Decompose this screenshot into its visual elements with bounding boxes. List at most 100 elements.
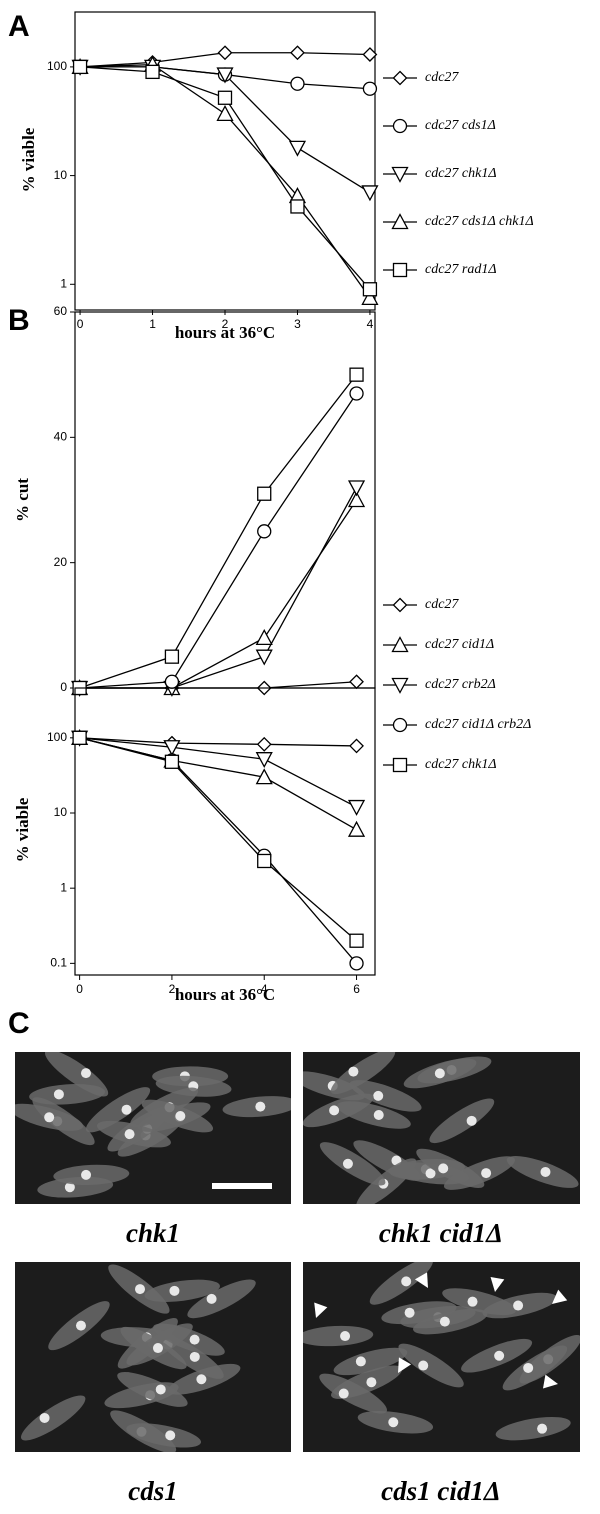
nucleus bbox=[434, 1068, 445, 1079]
nucleus bbox=[342, 1158, 353, 1169]
series-line bbox=[79, 499, 358, 689]
micrograph bbox=[15, 1052, 291, 1204]
data-point bbox=[349, 674, 364, 690]
nucleus bbox=[439, 1316, 450, 1327]
data-point bbox=[362, 282, 378, 297]
legend-label: cdc27 cds1Δ chk1Δ bbox=[425, 214, 534, 229]
legend-label: cdc27 cid1Δ bbox=[425, 637, 494, 652]
cells bbox=[21, 1264, 256, 1452]
arrowhead bbox=[314, 1302, 328, 1318]
data-point bbox=[362, 47, 378, 62]
cell bbox=[85, 1087, 151, 1133]
cells bbox=[303, 1262, 580, 1441]
nucleus bbox=[169, 1285, 180, 1296]
legend-marker bbox=[392, 118, 408, 134]
nucleus bbox=[513, 1300, 524, 1311]
nucleus bbox=[206, 1293, 217, 1304]
panel-label: B bbox=[8, 304, 30, 337]
data-point bbox=[257, 524, 272, 539]
x-tick-label: 6 bbox=[353, 982, 360, 996]
x-tick-label: 4 bbox=[261, 982, 268, 996]
x-tick-label: 4 bbox=[367, 317, 374, 331]
nucleus bbox=[481, 1168, 492, 1179]
nucleus bbox=[75, 1320, 86, 1331]
x-tick-label: 1 bbox=[149, 317, 156, 331]
data-point bbox=[349, 367, 364, 382]
series-line bbox=[79, 737, 357, 831]
cell bbox=[349, 1080, 422, 1112]
nucleus bbox=[165, 1430, 176, 1441]
data-point bbox=[290, 76, 305, 91]
x-tick-label: 0 bbox=[76, 982, 83, 996]
nucleus bbox=[366, 1377, 377, 1388]
nucleus bbox=[338, 1388, 349, 1399]
legend-marker bbox=[392, 717, 408, 733]
x-tick-label: 0 bbox=[77, 317, 84, 331]
data-point bbox=[217, 45, 233, 61]
cell bbox=[413, 1308, 488, 1335]
scale-bar bbox=[212, 1183, 272, 1189]
data-point bbox=[349, 738, 364, 754]
data-point bbox=[347, 820, 366, 837]
nucleus bbox=[189, 1334, 200, 1345]
series-line bbox=[79, 737, 357, 942]
plot-frame bbox=[74, 311, 376, 689]
y-tick-label: 0.1 bbox=[50, 956, 67, 970]
nucleus bbox=[124, 1129, 135, 1140]
nucleus bbox=[355, 1356, 366, 1367]
nucleus bbox=[494, 1350, 505, 1361]
cells bbox=[15, 1052, 291, 1198]
legend-label: cdc27 rad1Δ bbox=[425, 262, 497, 277]
nucleus bbox=[373, 1090, 384, 1101]
nucleus bbox=[53, 1089, 64, 1100]
data-point bbox=[362, 81, 378, 96]
data-point bbox=[349, 933, 364, 948]
y-tick-label: 100 bbox=[47, 730, 67, 744]
data-point bbox=[164, 674, 180, 689]
cell bbox=[333, 1347, 408, 1376]
cell bbox=[117, 1371, 188, 1407]
legend-label: cdc27 chk1Δ bbox=[425, 166, 497, 181]
x-tick-label: 2 bbox=[169, 982, 176, 996]
data-point bbox=[163, 740, 181, 757]
data-point bbox=[347, 491, 366, 508]
cell bbox=[303, 1325, 374, 1347]
y-tick-label: 1 bbox=[60, 880, 67, 894]
nucleus bbox=[438, 1163, 449, 1174]
data-point bbox=[255, 628, 273, 646]
series-line bbox=[79, 737, 357, 808]
legend-marker bbox=[392, 70, 408, 86]
plot-frame bbox=[74, 687, 376, 976]
legend-marker bbox=[392, 262, 408, 278]
nucleus bbox=[540, 1166, 551, 1177]
data-point bbox=[288, 140, 307, 157]
legend-marker bbox=[391, 677, 409, 694]
data-point bbox=[290, 45, 305, 61]
nucleus bbox=[340, 1331, 351, 1342]
micrograph bbox=[303, 1262, 580, 1452]
legend-label: cdc27 bbox=[425, 597, 459, 612]
micrograph-caption: cds1 bbox=[128, 1476, 178, 1506]
cell bbox=[416, 1148, 485, 1188]
data-point bbox=[164, 754, 180, 769]
nucleus bbox=[388, 1417, 399, 1428]
panel-label: C bbox=[8, 1007, 30, 1040]
cell bbox=[153, 1323, 225, 1356]
legend-marker bbox=[391, 213, 409, 230]
data-point bbox=[72, 59, 88, 75]
nucleus bbox=[39, 1412, 50, 1423]
cell bbox=[53, 1164, 130, 1185]
cell bbox=[502, 1345, 568, 1391]
cell bbox=[29, 1083, 106, 1105]
legend-marker bbox=[391, 636, 409, 653]
data-point bbox=[257, 486, 272, 501]
arrowhead bbox=[414, 1272, 428, 1288]
nucleus bbox=[121, 1104, 132, 1115]
legend-label: cdc27 cid1Δ crb2Δ bbox=[425, 717, 531, 732]
nucleus bbox=[196, 1374, 207, 1385]
nucleus bbox=[537, 1423, 548, 1434]
data-point bbox=[290, 199, 305, 214]
nucleus bbox=[425, 1168, 436, 1179]
cell bbox=[44, 1052, 109, 1097]
x-tick-label: 3 bbox=[294, 317, 301, 331]
